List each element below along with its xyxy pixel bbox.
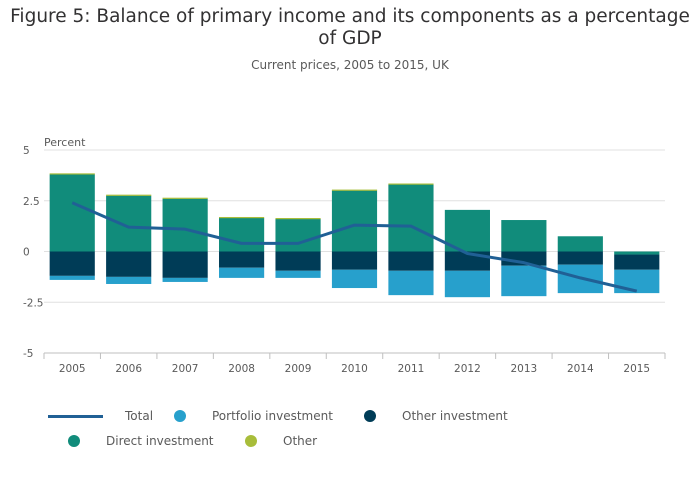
bar-direct-investment (388, 184, 434, 252)
y-tick-label: 2.5 (23, 196, 40, 208)
chart-title-line2: of GDP (318, 28, 382, 49)
x-tick-label: 2012 (454, 363, 481, 375)
bar-direct-investment (557, 236, 603, 252)
bar-portfolio-investment (49, 275, 95, 280)
bar-direct-investment (49, 174, 95, 252)
y-tick-label: -5 (23, 348, 33, 360)
bar-other-investment (331, 251, 378, 270)
bar-portfolio-investment (388, 270, 434, 296)
bar-other (219, 216, 265, 219)
bar-other-investment (557, 251, 603, 265)
bar-portfolio-investment (162, 277, 208, 282)
x-tick-label: 2014 (567, 363, 594, 375)
x-tick-label: 2015 (623, 363, 650, 375)
bar-portfolio-investment (444, 270, 490, 298)
bar-portfolio-investment (331, 269, 378, 289)
x-tick-label: 2007 (172, 363, 199, 375)
bar-direct-investment (614, 251, 660, 255)
axes: 5 2.5 0 -2.5 -5 Percent 2005 2006 2007 2008 2009 20… (23, 136, 666, 375)
bar-direct-investment (501, 220, 547, 252)
bar-portfolio-investment (219, 267, 265, 278)
x-tick-label: 2008 (228, 363, 255, 375)
bar-direct-investment (106, 195, 152, 252)
bar-other-investment (106, 251, 152, 277)
bar-other (388, 183, 434, 185)
x-tick-label: 2010 (341, 363, 368, 375)
bar-portfolio-investment (501, 265, 547, 297)
bar-other (49, 173, 95, 175)
bar-portfolio-investment (106, 276, 152, 284)
x-tick-label: 2013 (510, 363, 537, 375)
bar-direct-investment (275, 219, 321, 252)
bar-direct-investment (331, 190, 378, 252)
bar-direct-investment (219, 218, 265, 252)
y-tick-label: 5 (23, 145, 30, 157)
y-axis-label: Percent (44, 136, 86, 149)
total-line (71, 201, 638, 293)
y-tick-label: -2.5 (23, 297, 44, 309)
bar-other (106, 194, 152, 196)
bars (49, 173, 660, 298)
x-tick-label: 2009 (285, 363, 312, 375)
y-tick-label: 0 (23, 247, 30, 259)
chart-subtitle: Current prices, 2005 to 2015, UK (251, 58, 449, 72)
bar-other (331, 189, 378, 191)
x-tick-label: 2005 (59, 363, 86, 375)
bar-other-investment (162, 251, 208, 278)
x-tick-label: 2006 (115, 363, 142, 375)
x-tick-label: 2011 (398, 363, 425, 375)
bar-other-investment (614, 254, 660, 270)
bar-other-investment (49, 251, 95, 276)
bar-other-investment (275, 251, 321, 271)
bar-other-investment (388, 251, 434, 271)
bar-other (162, 197, 208, 199)
bar-direct-investment (162, 198, 208, 252)
bar-other-investment (219, 251, 265, 268)
chart-title-line1: Figure 5: Balance of primary income and … (10, 6, 690, 27)
bar-other (275, 218, 321, 220)
bar-portfolio-investment (275, 270, 321, 278)
chart-title: Figure 5: Balance of primary income and … (0, 6, 700, 50)
